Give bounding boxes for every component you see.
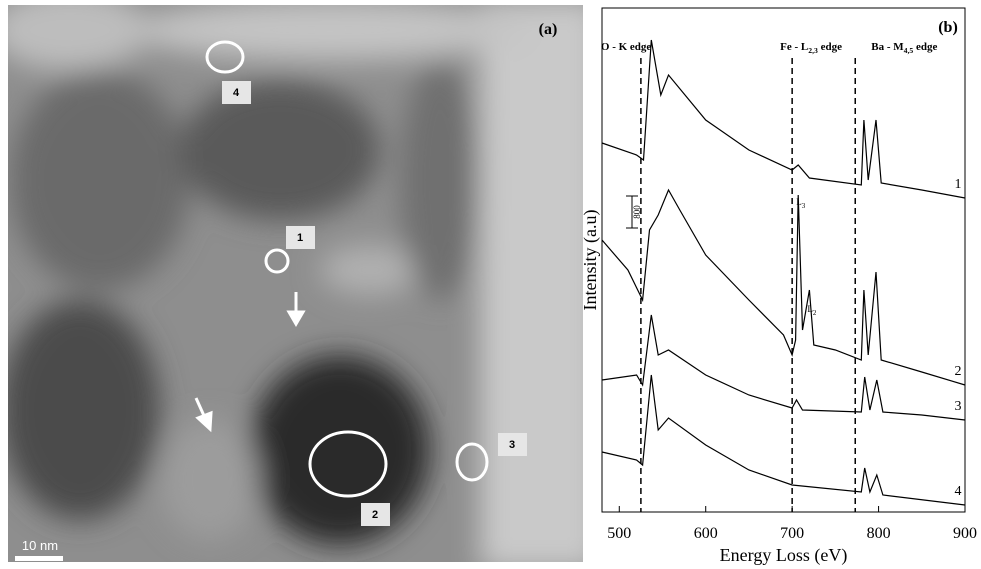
series-label: 1 [955,177,962,192]
scale-bar [15,556,63,561]
scale-bar-label: 10 nm [22,538,58,553]
peak-label-sub: 2 [813,309,817,317]
marker: 3 [509,439,515,451]
edge-label-text: Fe - L [780,41,808,53]
series-label: 2 [955,364,962,379]
edge-label-text: Ba - M [871,41,904,53]
tem-image [8,5,583,562]
spectrum-line [601,39,966,199]
peak-label-sub: 3 [802,202,806,210]
panel-label: (a) [539,21,558,38]
edge-label-sub: 2,3 [808,46,818,55]
edge-label-text: edge [913,41,937,53]
peak-label-text: L [807,304,813,314]
spectra-chart: (b) 500 600 700 800 900 Energy Loss (eV) Intens… [580,7,977,566]
peak-label: L3 [796,197,806,210]
peak-label: L2 [807,304,817,317]
edge-label-text: edge [818,41,842,53]
spectrum-line [601,314,966,421]
edge-label-text: O - K edge [601,41,652,53]
region-circles [205,40,489,498]
edge-label: O - K edge [601,41,652,53]
marker: 4 [233,87,240,99]
x-axis-label: Energy Loss (eV) [720,545,848,566]
x-tick-label: 500 [607,525,631,542]
y-axis-label: Intensity (a.u) [580,210,601,311]
scale-bar-label: 800 [632,205,642,219]
markers: 1 2 3 4 [222,81,527,526]
edge-label: Fe - L2,3 edge [780,41,842,55]
x-tick-label: 700 [780,525,804,542]
arrows [194,292,306,433]
spectrum-line [601,374,966,506]
edge-label: Ba - M4,5 edge [871,41,937,55]
series-label: 3 [955,399,962,414]
x-tick-label: 600 [694,525,718,542]
peak-label-text: L [796,197,802,207]
marker: 1 [297,232,303,244]
marker: 2 [372,509,378,521]
spectrum-line [601,188,966,386]
series-label: 4 [955,484,962,499]
x-tick-label: 800 [867,525,891,542]
panel-label: (b) [938,19,958,36]
x-tick-label: 900 [953,525,977,542]
plot-frame [601,7,966,513]
edge-label-sub: 4,5 [904,46,914,55]
